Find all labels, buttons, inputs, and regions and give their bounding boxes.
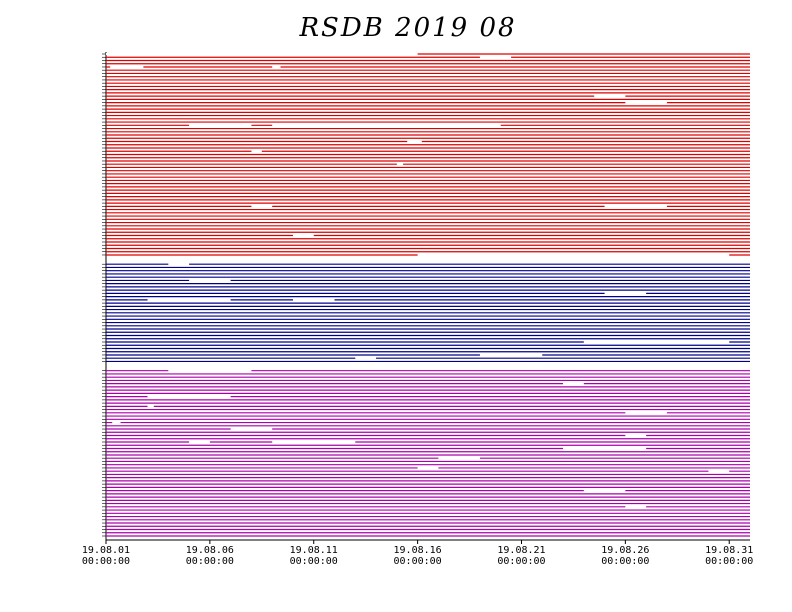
x-tick-label: 19.08.21 bbox=[497, 545, 545, 556]
x-tick-time: 00:00:00 bbox=[497, 556, 545, 567]
x-tick-time: 00:00:00 bbox=[705, 556, 753, 567]
x-tick-label: 19.08.11 bbox=[290, 545, 338, 556]
x-tick-label: 19.08.26 bbox=[601, 545, 649, 556]
x-tick-time: 00:00:00 bbox=[82, 556, 130, 567]
x-tick-label: 19.08.01 bbox=[82, 545, 130, 556]
x-tick-label: 19.08.16 bbox=[394, 545, 442, 556]
x-tick-time: 00:00:00 bbox=[186, 556, 234, 567]
chart-title: RSDB 2019 08 bbox=[298, 13, 516, 43]
x-tick-label: 19.08.06 bbox=[186, 545, 234, 556]
x-tick-label: 19.08.31 bbox=[705, 545, 753, 556]
x-tick-time: 00:00:00 bbox=[290, 556, 338, 567]
x-tick-time: 00:00:00 bbox=[601, 556, 649, 567]
x-tick-time: 00:00:00 bbox=[394, 556, 442, 567]
